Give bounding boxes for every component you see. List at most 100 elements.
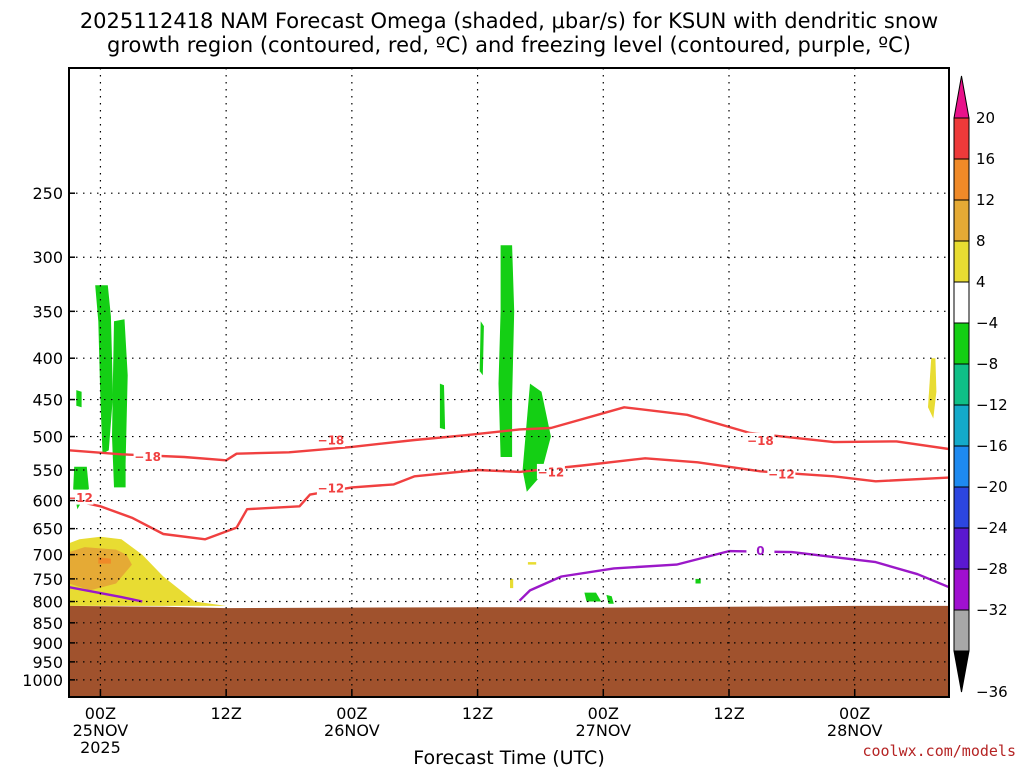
x-tick-label-6-1: 28NOV	[827, 721, 883, 740]
colorbar-label-0: 20	[976, 109, 995, 127]
isotherm-2-line	[69, 586, 143, 603]
x-tick-label-6-0: 00Z	[839, 704, 870, 723]
colorbar: 20 16 12 8 4 −4 −8 −12 −16 −20 −24 −28 −32 −36	[953, 75, 1008, 701]
x-tick-label-0-2: 2025	[80, 738, 121, 757]
isotherm-2-label-0: 0	[756, 544, 764, 558]
x-tick-label-0-0: 00Z	[85, 704, 116, 723]
x-tick-label-3-0: 12Z	[462, 704, 493, 723]
isotherm-2-label-bg-0	[746, 542, 775, 558]
y-tick-label-2: 350	[32, 302, 63, 321]
y-tick-label-10: 750	[32, 570, 63, 589]
colorbar-bin-9	[953, 486, 970, 529]
colorbar-label-2: 12	[976, 191, 995, 209]
colorbar-bin-3	[953, 240, 970, 283]
y-tick-label-1: 300	[32, 248, 63, 267]
isotherm-1-label-3: −12	[768, 467, 795, 481]
colorbar-top-arrow	[953, 75, 970, 119]
y-tick-label-5: 500	[32, 428, 63, 447]
axes: 2503003504004505005506006507007508008509…	[22, 184, 882, 757]
omega-region-1-2	[510, 578, 514, 589]
omega-region-0-0	[95, 285, 113, 454]
colorbar-bin-4	[953, 281, 970, 324]
isotherm-0-line	[69, 406, 949, 462]
colorbar-bin-12	[953, 609, 970, 652]
isotherm-1-label-0: −12	[66, 491, 93, 505]
x-tick-label-4-0: 00Z	[588, 704, 619, 723]
x-tick-label-5-0: 12Z	[713, 704, 744, 723]
x-tick-label-2-1: 26NOV	[324, 721, 380, 740]
plot-area: −18 −18 −18 −12 −12 −12 −12 0	[66, 245, 949, 697]
omega-region-3-0	[98, 557, 111, 564]
chart-title-line-1: 2025112418 NAM Forecast Omega (shaded, μ…	[80, 9, 938, 33]
colorbar-bin-6	[953, 363, 970, 406]
colorbar-bin-2	[953, 199, 970, 242]
colorbar-bin-11	[953, 568, 970, 611]
y-tick-label-4: 450	[32, 391, 63, 410]
isotherm-1-label-bg-2	[536, 463, 565, 479]
isotherm-1-label-1: −12	[318, 482, 345, 496]
isotherm-0-label-bg-2	[746, 432, 775, 448]
omega-region-0-4	[439, 383, 446, 430]
colorbar-bin-8	[953, 445, 970, 488]
isotherm-1-label-2: −12	[538, 465, 565, 479]
isotherm-0-label-2: −18	[747, 434, 774, 448]
isotherm-1-label-bg-3	[767, 465, 796, 481]
omega-region-1-3	[928, 358, 937, 419]
omega-region-0-9	[584, 592, 602, 602]
isotherm-1-line	[69, 457, 949, 541]
colorbar-label-11: −28	[976, 560, 1008, 578]
credit-text: coolwx.com/models	[862, 742, 1016, 760]
omega-region-0-5	[479, 321, 484, 376]
omega-region-1-1	[527, 562, 537, 565]
x-tick-label-1-0: 12Z	[210, 704, 241, 723]
colorbar-bin-1	[953, 158, 970, 201]
ground-terrain	[69, 605, 949, 697]
x-tick-label-2-0: 00Z	[336, 704, 367, 723]
x-axis-label: Forecast Time (UTC)	[413, 747, 604, 768]
chart-title-line-2: growth region (contoured, red, ºC) and f…	[107, 33, 911, 57]
y-tick-label-0: 250	[32, 184, 63, 203]
isotherm-0-label-bg-1	[316, 432, 345, 448]
y-tick-label-11: 800	[32, 593, 63, 612]
colorbar-label-5: −4	[976, 314, 998, 332]
y-tick-label-12: 850	[32, 614, 63, 633]
colorbar-bin-0	[953, 117, 970, 160]
y-tick-label-7: 600	[32, 492, 63, 511]
omega-region-0-2	[76, 390, 82, 408]
colorbar-label-6: −8	[976, 355, 998, 373]
y-tick-label-9: 700	[32, 546, 63, 565]
y-tick-label-15: 1000	[22, 671, 63, 690]
colorbar-bin-5	[953, 322, 970, 365]
colorbar-label-4: 4	[976, 273, 986, 291]
isotherm-1-label-bg-0	[69, 489, 94, 505]
colorbar-label-13: −36	[976, 683, 1008, 701]
colorbar-label-7: −12	[976, 396, 1008, 414]
isotherm-0-label-bg-0	[133, 448, 162, 464]
omega-region-0-10	[695, 578, 701, 584]
y-tick-label-8: 650	[32, 520, 63, 539]
x-tick-label-0-1: 25NOV	[73, 721, 129, 740]
colorbar-label-1: 16	[976, 150, 995, 168]
isotherm-2-line-b	[518, 549, 949, 602]
colorbar-label-3: 8	[976, 232, 986, 250]
y-tick-label-6: 550	[32, 461, 63, 480]
omega-region-2-0	[69, 547, 132, 591]
plot-frame	[68, 67, 950, 698]
colorbar-label-12: −32	[976, 601, 1008, 619]
colorbar-label-9: −20	[976, 478, 1008, 496]
y-tick-label-3: 400	[32, 349, 63, 368]
isotherm-0-label-0: −18	[134, 450, 161, 464]
x-tick-label-4-1: 27NOV	[575, 721, 631, 740]
isotherm-0-label-1: −18	[318, 434, 345, 448]
omega-region-0-8	[606, 594, 614, 604]
colorbar-bin-7	[953, 404, 970, 447]
y-tick-label-14: 950	[32, 653, 63, 672]
isotherm-1-label-bg-1	[316, 480, 345, 496]
omega-region-0-7	[522, 383, 551, 492]
colorbar-label-10: −24	[976, 519, 1008, 537]
colorbar-bin-10	[953, 527, 970, 570]
colorbar-bottom-arrow	[953, 650, 970, 693]
y-tick-label-13: 900	[32, 634, 63, 653]
omega-region-0-6	[498, 245, 515, 457]
